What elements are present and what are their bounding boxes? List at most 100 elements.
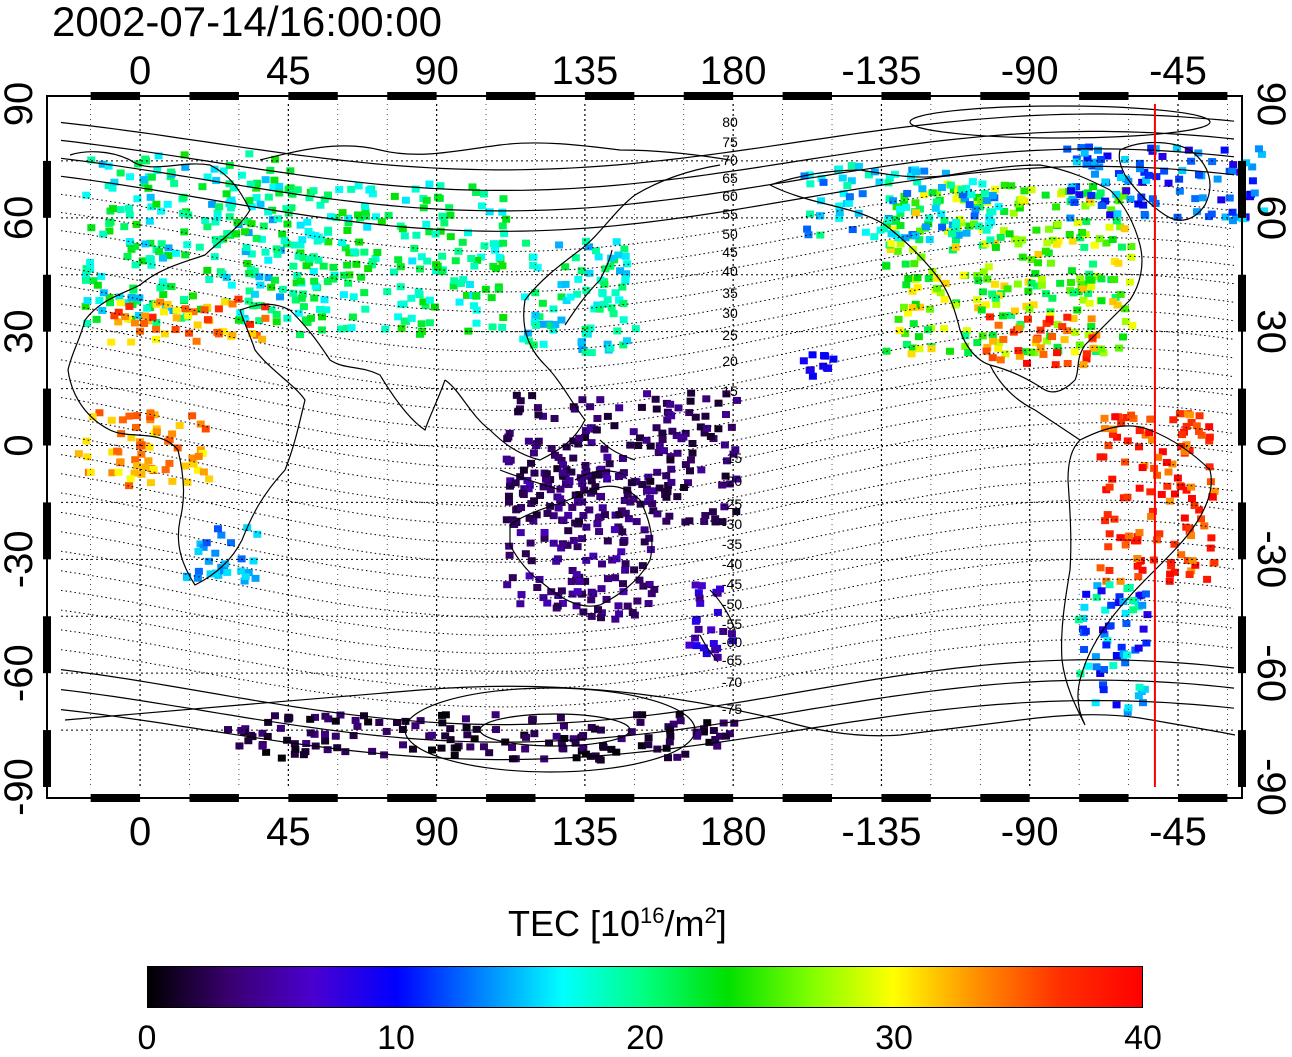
tec-cell <box>806 210 815 218</box>
tec-cell <box>586 403 595 411</box>
tec-cell <box>125 211 134 219</box>
tec-cell <box>572 290 581 298</box>
tec-cell <box>896 222 905 230</box>
tec-cell <box>638 562 647 570</box>
tec-cell <box>567 468 576 476</box>
tec-cell <box>891 215 900 223</box>
tec-cell <box>213 209 222 217</box>
tec-cell <box>1114 599 1123 607</box>
tec-cell <box>110 312 119 320</box>
tec-cell <box>808 351 817 359</box>
tec-cell <box>573 588 582 596</box>
tec-cell <box>681 750 690 758</box>
tec-cell <box>1192 422 1201 430</box>
tec-cell <box>623 602 632 610</box>
tec-cell <box>278 230 287 238</box>
tec-cell <box>1106 622 1115 630</box>
tec-cell <box>261 248 270 256</box>
tec-cell <box>1048 333 1057 341</box>
tec-cell <box>344 279 353 287</box>
tec-cell <box>157 207 166 215</box>
tec-cell <box>227 281 236 289</box>
tec-cell <box>504 433 513 441</box>
tec-cell <box>618 454 627 462</box>
tec-cell <box>681 518 690 526</box>
tec-cell <box>396 263 405 271</box>
tec-cell <box>1041 247 1050 255</box>
lon-tick-label-top: -90 <box>1001 49 1059 93</box>
tec-cell <box>1100 414 1109 422</box>
tec-cell <box>1042 290 1051 298</box>
tec-cell <box>1005 230 1014 238</box>
tec-cell <box>199 543 208 551</box>
tec-cell <box>660 447 669 455</box>
tec-cell <box>234 295 243 303</box>
tec-cell <box>936 289 945 297</box>
tec-cell <box>270 712 279 720</box>
tec-cell <box>581 750 590 758</box>
tec-cell <box>968 178 977 186</box>
tec-cell <box>1184 146 1193 154</box>
tec-cell <box>713 653 722 661</box>
tec-cell <box>152 325 161 333</box>
tec-cell <box>423 257 432 265</box>
tec-cell <box>506 482 515 490</box>
tec-cell <box>998 312 1007 320</box>
tec-cell <box>462 291 471 299</box>
tec-cell <box>990 280 999 288</box>
tec-cell <box>270 176 279 184</box>
tec-cell <box>645 494 654 502</box>
tec-cell <box>1153 536 1162 544</box>
tec-cell <box>343 324 352 332</box>
tec-cell <box>1066 214 1075 222</box>
tec-cell <box>222 190 231 198</box>
magnetic-contour <box>60 422 1235 507</box>
tec-cell <box>152 318 161 326</box>
tec-cell <box>530 469 539 477</box>
tec-cell <box>1105 566 1114 574</box>
tec-cell <box>1158 152 1167 160</box>
tec-cell <box>1205 433 1214 441</box>
tec-cell <box>201 425 210 433</box>
tec-cell <box>306 715 315 723</box>
tec-cell <box>1120 192 1129 200</box>
tec-cell <box>156 298 165 306</box>
tec-cell <box>580 486 589 494</box>
tec-cell <box>108 448 117 456</box>
tec-cell <box>571 254 580 262</box>
tec-cell <box>525 481 534 489</box>
tec-cell <box>1169 416 1178 424</box>
tec-cell <box>517 591 526 599</box>
tec-cell <box>301 316 310 324</box>
tec-cell <box>1045 225 1054 233</box>
tec-cell <box>180 295 189 303</box>
tec-cell <box>697 466 706 474</box>
tec-cell <box>662 472 671 480</box>
tec-cell <box>1166 570 1175 578</box>
tec-cell <box>982 196 991 204</box>
tec-cell <box>864 171 873 179</box>
tec-cell <box>684 479 693 487</box>
tec-cell <box>653 510 662 518</box>
tec-cell <box>286 167 295 175</box>
tec-cell <box>167 168 176 176</box>
tec-cell <box>617 507 626 515</box>
magnetic-pole-contour-south-inner <box>479 713 631 747</box>
tec-cell <box>557 293 566 301</box>
tec-cell <box>1200 522 1209 530</box>
tec-cell <box>1160 167 1169 175</box>
tec-cell <box>1112 190 1121 198</box>
tec-cell <box>417 253 426 261</box>
tec-cell <box>129 286 138 294</box>
tec-cell <box>241 317 250 325</box>
tec-cell <box>648 500 657 508</box>
tec-cell <box>502 455 511 463</box>
tec-cell <box>267 283 276 291</box>
tec-cell <box>721 472 730 480</box>
tec-cell <box>127 293 136 301</box>
tec-cell <box>498 208 507 216</box>
tec-cell <box>318 313 327 321</box>
lat-tick-label-left: -60 <box>0 644 41 702</box>
tec-cell <box>1041 191 1050 199</box>
tec-cell <box>932 274 941 282</box>
